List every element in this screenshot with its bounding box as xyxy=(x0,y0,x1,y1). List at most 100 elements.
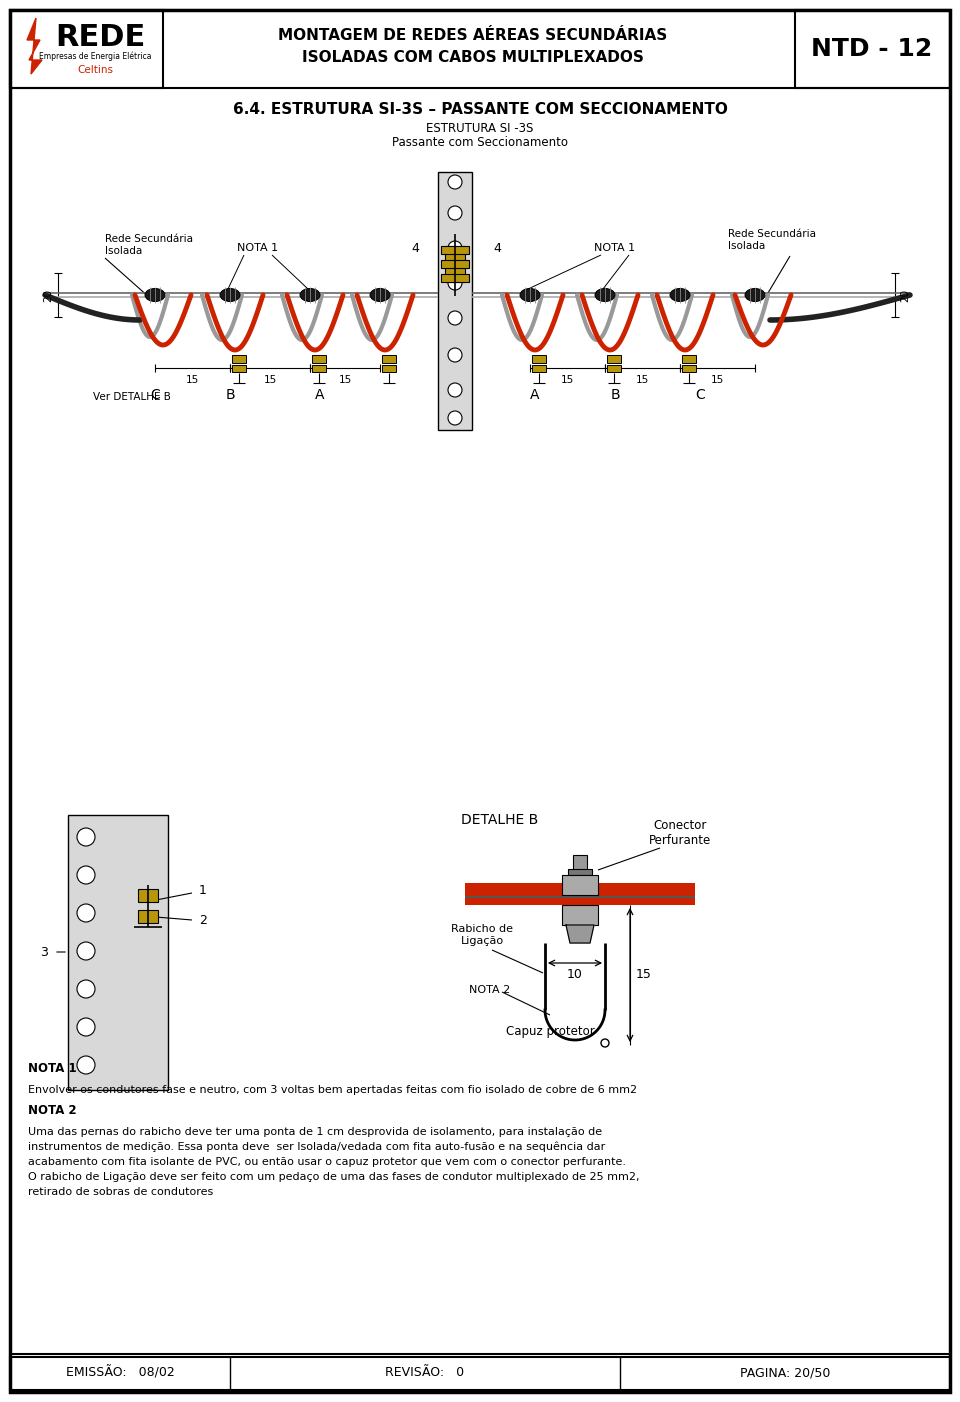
Bar xyxy=(573,855,587,871)
Text: retirado de sobras de condutores: retirado de sobras de condutores xyxy=(28,1187,213,1197)
Text: 15: 15 xyxy=(636,969,652,981)
Polygon shape xyxy=(566,925,594,944)
Circle shape xyxy=(77,1018,95,1036)
Text: 20: 20 xyxy=(43,289,53,301)
Text: NOTA 1: NOTA 1 xyxy=(237,243,278,252)
Ellipse shape xyxy=(145,289,165,301)
Bar xyxy=(682,365,696,372)
Text: instrumentos de medição. Essa ponta deve  ser Isolada/vedada com fita auto-fusão: instrumentos de medição. Essa ponta deve… xyxy=(28,1143,605,1152)
Circle shape xyxy=(77,980,95,998)
Bar xyxy=(441,245,469,254)
Text: REVISÃO:   0: REVISÃO: 0 xyxy=(385,1367,465,1380)
Text: NTD - 12: NTD - 12 xyxy=(811,36,932,62)
Text: C: C xyxy=(150,388,160,402)
Text: Passante com Seccionamento: Passante com Seccionamento xyxy=(392,136,568,150)
Bar xyxy=(138,889,158,901)
Bar xyxy=(568,869,592,875)
Text: 2: 2 xyxy=(199,914,207,927)
Text: Rede Secundária
Isolada: Rede Secundária Isolada xyxy=(728,229,816,251)
Bar xyxy=(10,1357,950,1389)
Text: 15: 15 xyxy=(338,374,351,386)
Text: ESTRUTURA SI -3S: ESTRUTURA SI -3S xyxy=(426,122,534,135)
Circle shape xyxy=(448,311,462,325)
Circle shape xyxy=(448,206,462,220)
Ellipse shape xyxy=(300,289,320,301)
Text: A: A xyxy=(315,388,324,402)
Bar xyxy=(312,355,326,363)
Text: 15: 15 xyxy=(263,374,276,386)
Bar xyxy=(607,355,621,363)
Ellipse shape xyxy=(370,289,390,301)
Text: 15: 15 xyxy=(561,374,574,386)
Circle shape xyxy=(448,411,462,425)
Bar xyxy=(465,883,695,906)
Text: EMISSÃO:   08/02: EMISSÃO: 08/02 xyxy=(65,1367,175,1380)
Text: Conector
Perfurante: Conector Perfurante xyxy=(649,819,711,847)
Circle shape xyxy=(77,1056,95,1074)
Bar xyxy=(10,10,950,88)
Text: 15: 15 xyxy=(186,374,199,386)
Text: PAGINA: 20/50: PAGINA: 20/50 xyxy=(740,1367,830,1380)
Bar xyxy=(382,365,396,372)
Text: ISOLADAS COM CABOS MULTIPLEXADOS: ISOLADAS COM CABOS MULTIPLEXADOS xyxy=(302,50,644,66)
Text: B: B xyxy=(611,388,620,402)
Text: NOTA 1: NOTA 1 xyxy=(594,243,636,252)
Bar xyxy=(562,906,598,925)
Polygon shape xyxy=(27,18,42,74)
Circle shape xyxy=(448,383,462,397)
Bar xyxy=(382,355,396,363)
Ellipse shape xyxy=(520,289,540,301)
Ellipse shape xyxy=(745,289,765,301)
Text: NOTA 2: NOTA 2 xyxy=(469,986,511,995)
Text: 6.4. ESTRUTURA SI-3S – PASSANTE COM SECCIONAMENTO: 6.4. ESTRUTURA SI-3S – PASSANTE COM SECC… xyxy=(232,102,728,118)
Circle shape xyxy=(77,829,95,845)
Text: Celtins: Celtins xyxy=(77,64,113,74)
Bar xyxy=(232,355,246,363)
Text: REDE: REDE xyxy=(55,24,145,52)
Text: Envolver os condutores fase e neutro, com 3 voltas bem apertadas feitas com fio : Envolver os condutores fase e neutro, co… xyxy=(28,1085,637,1095)
Text: NOTA 2: NOTA 2 xyxy=(28,1103,77,1116)
Bar xyxy=(10,10,163,88)
Bar xyxy=(232,365,246,372)
Text: A: A xyxy=(530,388,540,402)
Text: Ver DETALHE B: Ver DETALHE B xyxy=(93,393,171,402)
Bar xyxy=(795,10,950,88)
Text: C: C xyxy=(695,388,705,402)
Ellipse shape xyxy=(595,289,615,301)
Bar xyxy=(682,355,696,363)
Text: Uma das pernas do rabicho deve ter uma ponta de 1 cm desprovida de isolamento, p: Uma das pernas do rabicho deve ter uma p… xyxy=(28,1127,602,1137)
Text: Empresas de Energia Elétrica: Empresas de Energia Elétrica xyxy=(38,52,152,60)
Text: 20: 20 xyxy=(900,289,910,301)
Text: 10: 10 xyxy=(567,969,583,981)
Text: B: B xyxy=(226,388,235,402)
Bar xyxy=(441,259,469,268)
Text: Capuz protetor: Capuz protetor xyxy=(506,1025,594,1039)
Bar xyxy=(68,815,168,1089)
Circle shape xyxy=(601,1039,609,1047)
Circle shape xyxy=(77,866,95,885)
Circle shape xyxy=(448,241,462,255)
Ellipse shape xyxy=(220,289,240,301)
Text: DETALHE B: DETALHE B xyxy=(462,813,539,827)
Bar xyxy=(312,365,326,372)
Circle shape xyxy=(448,276,462,290)
Circle shape xyxy=(448,175,462,189)
Text: 4: 4 xyxy=(493,241,501,255)
Bar xyxy=(441,273,469,282)
Bar xyxy=(532,365,546,372)
Bar xyxy=(445,245,465,282)
Text: 15: 15 xyxy=(710,374,724,386)
Text: 1: 1 xyxy=(199,883,207,896)
Bar xyxy=(438,172,472,430)
Text: acabamento com fita isolante de PVC, ou então usar o capuz protetor que vem com : acabamento com fita isolante de PVC, ou … xyxy=(28,1157,626,1166)
Text: MONTAGEM DE REDES AÉREAS SECUNDÁRIAS: MONTAGEM DE REDES AÉREAS SECUNDÁRIAS xyxy=(278,28,667,43)
Bar xyxy=(562,875,598,894)
Text: 4: 4 xyxy=(411,241,419,255)
Text: O rabicho de Ligação deve ser feito com um pedaço de uma das fases de condutor m: O rabicho de Ligação deve ser feito com … xyxy=(28,1172,639,1182)
Bar xyxy=(138,910,158,923)
Circle shape xyxy=(77,942,95,960)
Circle shape xyxy=(448,348,462,362)
Text: NOTA 1: NOTA 1 xyxy=(28,1061,77,1074)
Text: Rede Secundária
Isolada: Rede Secundária Isolada xyxy=(105,234,193,255)
Circle shape xyxy=(77,904,95,923)
